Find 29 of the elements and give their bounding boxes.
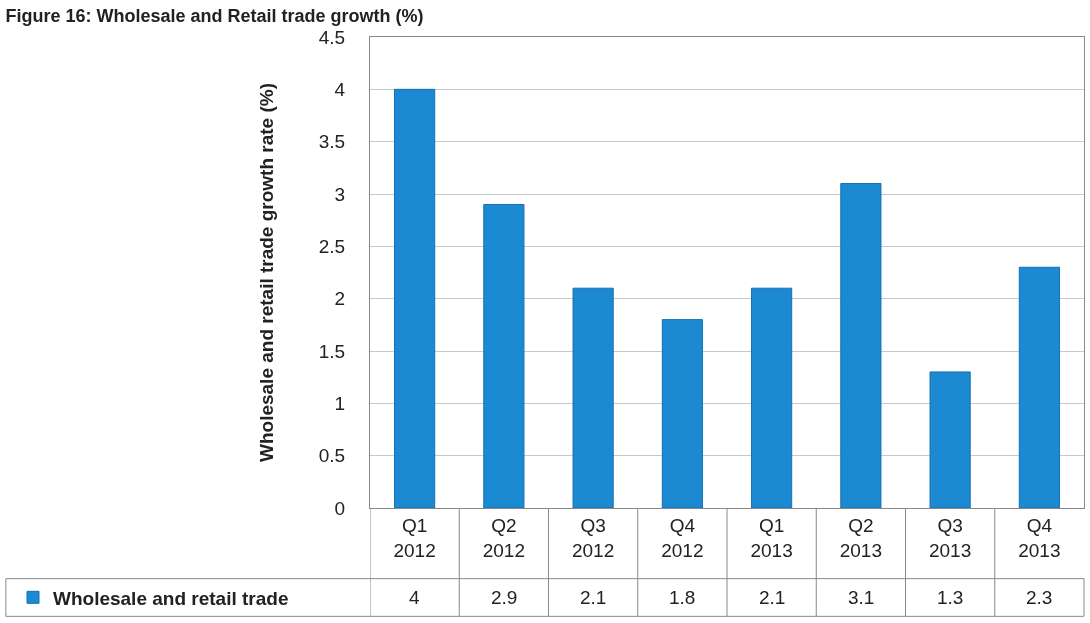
data-label: 2.1 — [759, 587, 786, 608]
y-tick-label: 0 — [334, 497, 346, 519]
data-label: 1.3 — [937, 587, 964, 608]
x-tick-label: Q1 2012 — [393, 514, 436, 561]
legend-label: Wholesale and retail trade — [53, 587, 289, 609]
x-tick-label: Q3 2013 — [928, 514, 972, 561]
data-label: 1.8 — [669, 587, 696, 608]
x-tick-label: Q2 2013 — [839, 514, 883, 561]
data-label: 3.1 — [848, 587, 875, 608]
y-tick-label: 2 — [334, 288, 346, 310]
text: Figure 16: Wholesale and Retail trade growth (%) — [5, 5, 424, 26]
y-tick-label: 2.5 — [318, 235, 346, 257]
y-tick-label: 3.5 — [318, 131, 346, 153]
data-label: 2.1 — [580, 587, 607, 608]
y-tick-label: 1 — [334, 392, 346, 414]
x-tick-label: Q3 2012 — [571, 514, 615, 561]
x-tick-label: Q4 2012 — [661, 514, 704, 561]
y-axis-title: Wholesale and retail trade growth rate (%) — [255, 82, 277, 463]
y-tick-label: 4 — [334, 78, 346, 100]
x-tick-label: Q4 2013 — [1018, 514, 1061, 561]
y-tick-label: 4.5 — [318, 26, 346, 48]
x-tick-label: Q1 2013 — [750, 514, 793, 561]
data-label: 2.9 — [491, 587, 518, 608]
data-label: 2.3 — [1026, 587, 1053, 608]
y-tick-label: 3 — [334, 183, 346, 205]
data-label: 4 — [409, 587, 420, 608]
y-tick-label: 0.5 — [318, 445, 346, 467]
x-tick-label: Q2 2012 — [482, 514, 526, 561]
y-tick-label: 1.5 — [318, 340, 346, 362]
